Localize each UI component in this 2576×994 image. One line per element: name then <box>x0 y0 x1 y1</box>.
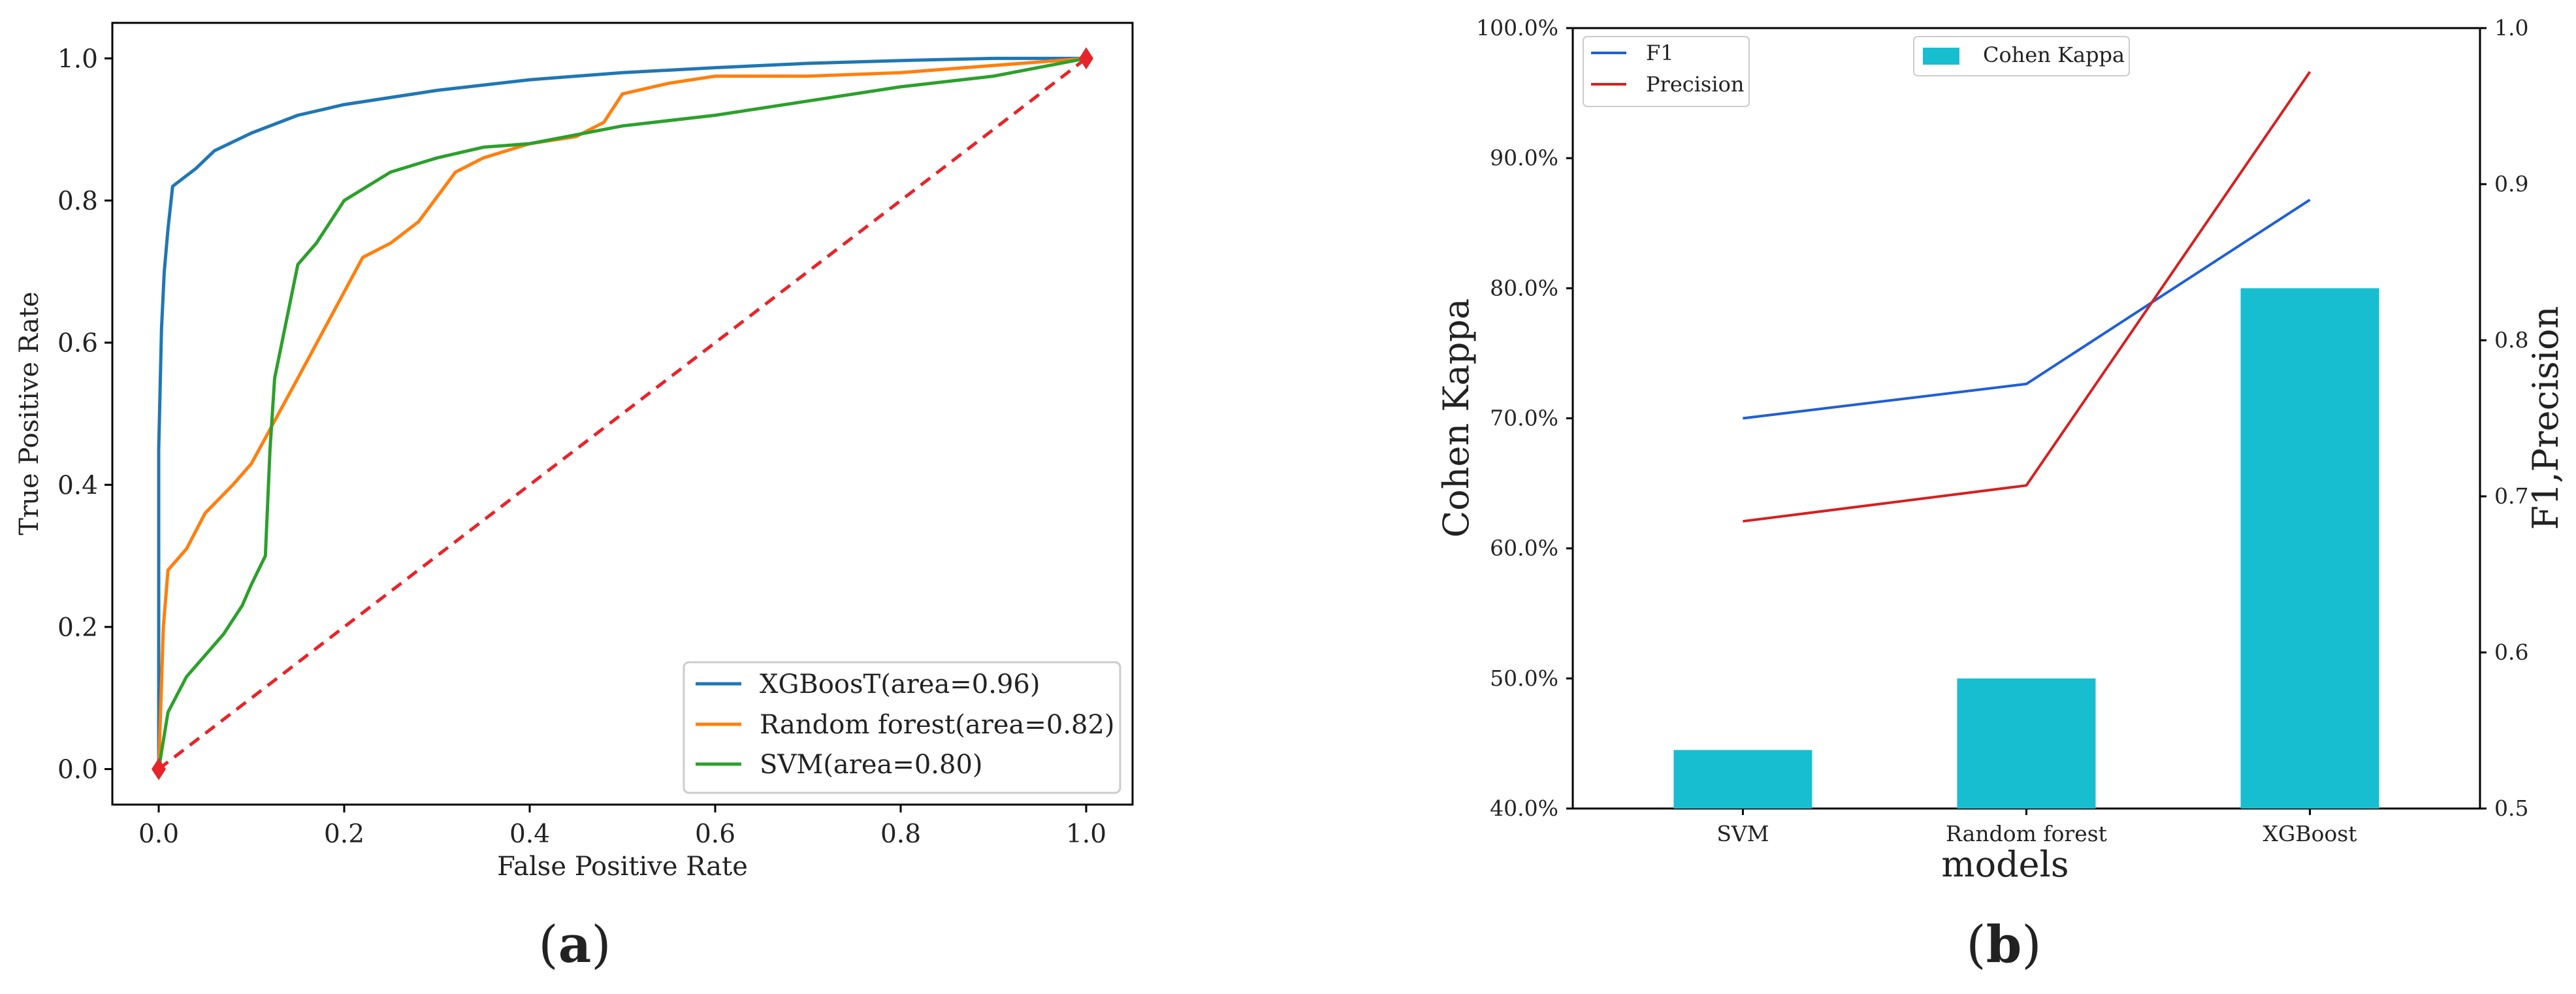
panel-a-y-tick-label: 0.0 <box>57 756 98 785</box>
panel-a-y-ticks: 0.0 0.2 0.4 0.6 0.8 1.0 <box>57 44 112 785</box>
panel-b-right-tick-label: 0.8 <box>2494 327 2528 353</box>
panel-b-left-axis-label: Cohen Kappa <box>1436 298 1477 537</box>
panel-a-y-tick-label: 0.6 <box>57 329 98 359</box>
panel-b-right-tick-label: 0.9 <box>2494 171 2528 197</box>
precision-line <box>1743 71 2311 523</box>
panel-a-legend: XGBoosT(area=0.96) Random forest(area=0.… <box>683 661 1121 794</box>
panel-a-x-tick-label: 0.4 <box>509 820 550 849</box>
legend-label-cohen-kappa: Cohen Kappa <box>1983 42 2125 67</box>
panel-b-x-tick-label: Random forest <box>1946 821 2107 846</box>
panel-b-left-tick-label: 60.0% <box>1490 536 1558 561</box>
legend-label-f1: F1 <box>1646 40 1674 65</box>
roc-curve-random-forest <box>157 56 1087 769</box>
panel-a-x-tick-label: 0.0 <box>138 820 179 849</box>
legend-label-xgboost: XGBoosT(area=0.96) <box>760 669 1040 699</box>
panel-b-right-tick-label: 1.0 <box>2494 15 2528 40</box>
roc-curve-xgboost <box>157 56 1086 769</box>
panel-a-x-tick-label: 0.8 <box>880 820 921 849</box>
panel-a-x-axis-label: False Positive Rate <box>497 852 748 882</box>
panel-a-legend-box <box>683 661 1121 794</box>
panel-b-x-tick-label: SVM <box>1716 821 1769 846</box>
panel-b-left-tick-label: 100.0% <box>1476 15 1558 40</box>
legend-label-random-forest: Random forest(area=0.82) <box>760 710 1115 740</box>
roc-curve-svm <box>157 56 1087 770</box>
panel-a-x-tick-label: 0.2 <box>324 820 364 849</box>
panel-b-right-tick-label: 0.5 <box>2494 795 2528 821</box>
panel-a-caption: (a) <box>538 915 611 974</box>
panel-b-caption: (b) <box>1966 915 2041 974</box>
kappa-bar-xgboost <box>2240 288 2379 809</box>
panel-a-y-tick-label: 0.8 <box>57 187 98 216</box>
panel-b-left-tick-label: 90.0% <box>1490 145 1558 170</box>
panel-b-left-tick-label: 80.0% <box>1490 275 1558 300</box>
panel-b-right-tick-label: 0.6 <box>2494 639 2528 665</box>
panel-a: 0.0 0.2 0.4 0.6 0.8 1.0 0.0 0.2 0.4 0.6 0.8 1.0 Fa… <box>14 22 1134 974</box>
panel-b-left-ticks: 40.0% 50.0% 60.0% 70.0% 80.0% 90.0% 100.0% <box>1476 15 1573 821</box>
panel-b-bar-legend-box <box>1913 36 2130 76</box>
panel-b-right-axis-label: F1,Precision <box>2525 306 2566 530</box>
panel-b-x-axis-label: models <box>1941 844 2069 885</box>
kappa-bar-svm <box>1673 750 1812 809</box>
panel-a-y-tick-label: 0.4 <box>57 471 98 500</box>
panel-b-bar-legend: Cohen Kappa <box>1913 36 2130 76</box>
panel-a-endpoint-marker <box>1079 47 1093 70</box>
panel-a-plot-frame <box>111 22 1134 806</box>
panel-b-right-ticks: 0.5 0.6 0.7 0.8 0.9 1.0 <box>2480 15 2528 821</box>
kappa-bar-random-forest <box>1957 678 2096 809</box>
panel-a-y-tick-label: 1.0 <box>57 44 98 74</box>
panel-b-bars <box>1673 288 2379 809</box>
panel-a-x-tick-label: 1.0 <box>1066 820 1106 849</box>
legend-label-precision: Precision <box>1646 72 1744 97</box>
panel-a-y-tick-label: 0.2 <box>57 613 98 643</box>
panel-b-right-tick-label: 0.7 <box>2494 483 2528 509</box>
panel-b-left-tick-label: 40.0% <box>1490 795 1558 821</box>
legend-swatch-cohen-kappa <box>1923 48 1959 65</box>
panel-a-y-axis-label: True Positive Rate <box>14 291 44 535</box>
panel-b-left-tick-label: 70.0% <box>1490 406 1558 431</box>
panel-b-x-tick-label: XGBoost <box>2263 821 2357 846</box>
legend-label-svm: SVM(area=0.80) <box>760 750 983 780</box>
panel-b-left-tick-label: 50.0% <box>1490 665 1558 691</box>
f1-line <box>1743 199 2311 420</box>
panel-b-line-legend: F1 Precision <box>1583 36 1750 107</box>
panel-a-caption-letter: a <box>558 915 592 974</box>
panel-a-curves <box>152 47 1093 780</box>
panel-a-endpoint-marker <box>152 758 166 780</box>
panel-a-x-tick-label: 0.6 <box>695 820 735 849</box>
panel-a-x-ticks: 0.0 0.2 0.4 0.6 0.8 1.0 <box>138 805 1106 849</box>
panel-b-x-ticks: SVM Random forest XGBoost <box>1716 809 2357 846</box>
panel-b-lines <box>1743 71 2311 523</box>
panel-b: 40.0% 50.0% 60.0% 70.0% 80.0% 90.0% 100.0% 0.5… <box>1436 15 2566 974</box>
panel-b-caption-letter: b <box>1986 915 2022 974</box>
